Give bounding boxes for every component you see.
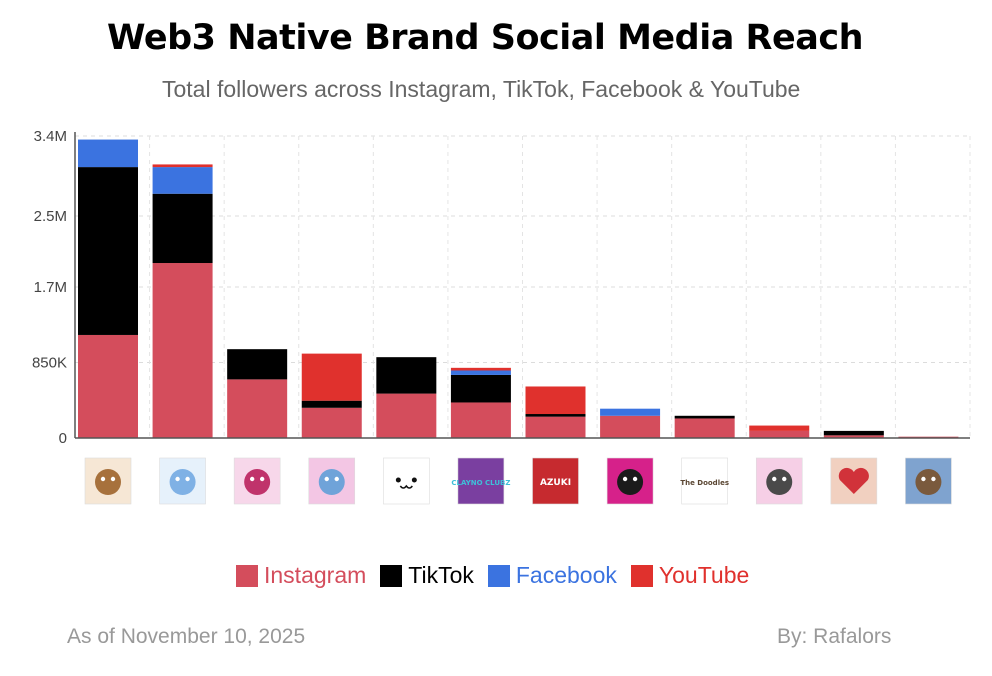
y-tick-label: 3.4M (34, 128, 67, 145)
icon-text: The Doodles (680, 479, 729, 487)
character-eye-left (175, 476, 180, 482)
character-head (617, 469, 644, 495)
character-eye-right (334, 476, 339, 482)
legend-label-instagram: Instagram (264, 562, 367, 588)
icon-text: CLAYNO CLUBZ (451, 479, 510, 487)
heart-shape (838, 467, 869, 494)
bar-segment-youtube (749, 425, 810, 431)
character-head (244, 469, 271, 495)
bar-segment-instagram (823, 435, 884, 438)
cat-mouth (399, 484, 413, 489)
chart-legend: Instagram TikTok Facebook YouTube (236, 562, 763, 589)
bar-segment-youtube (525, 386, 586, 415)
character-head (95, 469, 121, 495)
y-tick-label: 0 (59, 430, 67, 447)
bar-segment-instagram (674, 418, 735, 438)
bar-segment-facebook (78, 139, 138, 168)
clayno-icon (457, 457, 505, 505)
bar-segment-youtube (301, 353, 362, 401)
bar-segment-instagram (600, 415, 661, 438)
character-eye-left (324, 476, 329, 482)
bar-segment-instagram (78, 334, 138, 438)
character-eye-right (782, 476, 787, 482)
bar-segment-facebook (450, 370, 511, 375)
character-head (766, 469, 793, 495)
bar-segment-instagram (301, 407, 362, 438)
bar-segment-tiktok (450, 374, 511, 403)
author-credit: By: Rafalors (777, 625, 892, 648)
character-eye-left (249, 476, 255, 482)
character-eye-right (931, 476, 936, 482)
character-eye-right (259, 476, 265, 482)
bar-segment-youtube (450, 367, 511, 371)
legend-item-instagram: Instagram (236, 562, 366, 589)
legend-item-youtube: YouTube (630, 562, 750, 589)
as-of-date: As of November 10, 2025 (67, 625, 306, 648)
bar-segment-instagram (152, 263, 213, 438)
bar-segment-tiktok (301, 400, 362, 408)
bar-segment-tiktok (78, 167, 138, 335)
bar-segment-tiktok (823, 430, 884, 436)
cat-eye-left (395, 477, 401, 483)
bar-segment-tiktok (376, 357, 437, 394)
cat-face-icon (383, 457, 430, 505)
character-eye-left (921, 476, 926, 482)
legend-item-tiktok: TikTok (380, 562, 474, 589)
character-head (915, 469, 942, 495)
legend-item-facebook: Facebook (487, 562, 617, 589)
character-eye-right (110, 476, 116, 482)
legend-swatch-instagram (236, 564, 258, 587)
character-head (318, 469, 345, 495)
legend-swatch-youtube (630, 564, 653, 587)
character-eye-left (772, 476, 777, 482)
bar-segment-instagram (525, 416, 586, 438)
doodles-icon (681, 457, 728, 505)
character-eye-left (622, 476, 628, 482)
azuki-icon (532, 457, 579, 505)
legend-label-facebook: Facebook (515, 562, 617, 588)
bar-segment-instagram (376, 393, 437, 438)
legend-swatch-facebook (487, 564, 510, 587)
bar-segment-youtube (152, 164, 213, 168)
bar-segment-instagram (450, 402, 511, 438)
icon-text: AZUKI (540, 478, 571, 488)
character-eye-right (632, 476, 638, 482)
bar-segment-facebook (600, 408, 661, 416)
chart-subtitle: Total followers across Instagram, TikTok… (162, 76, 801, 102)
y-tick-label: 1.7M (34, 279, 67, 296)
y-tick-label: 2.5M (34, 208, 67, 225)
bar-segment-facebook (152, 167, 213, 194)
bar-segment-tiktok (227, 349, 288, 380)
chart-title: Web3 Native Brand Social Media Reach (107, 18, 863, 58)
bar-segment-instagram (227, 379, 288, 438)
bar-segment-instagram (749, 430, 810, 438)
bar-segment-tiktok (152, 193, 213, 264)
stacked-bar-chart: 0 850K 1.7M 2.5M 3.4M CLAYNO CLUBZ AZUKI The Do… (32, 128, 971, 505)
bar-segment-tiktok (525, 414, 586, 417)
legend-swatch-tiktok (380, 564, 403, 587)
legend-label-youtube: YouTube (658, 562, 750, 588)
legend-label-tiktok: TikTok (408, 562, 474, 588)
y-tick-label: 850K (32, 355, 67, 372)
character-eye-left (100, 476, 106, 482)
character-eye-right (185, 476, 190, 482)
character-head (169, 469, 196, 495)
bar-segment-tiktok (674, 415, 735, 419)
cat-eye-right (411, 477, 417, 483)
